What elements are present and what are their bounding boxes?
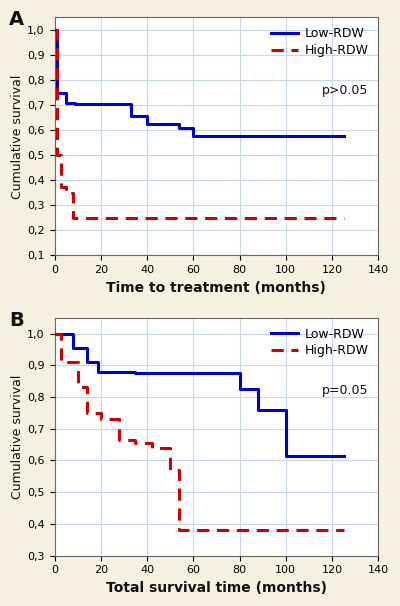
Text: p>0.05: p>0.05	[322, 84, 369, 97]
Legend: Low-RDW, High-RDW: Low-RDW, High-RDW	[267, 24, 372, 61]
Legend: Low-RDW, High-RDW: Low-RDW, High-RDW	[267, 324, 372, 361]
Y-axis label: Cumulative survival: Cumulative survival	[11, 375, 24, 499]
X-axis label: Total survival time (months): Total survival time (months)	[106, 581, 327, 595]
X-axis label: Time to treatment (months): Time to treatment (months)	[106, 281, 326, 295]
Y-axis label: Cumulative survival: Cumulative survival	[11, 75, 24, 199]
Text: B: B	[9, 310, 24, 330]
Text: p=0.05: p=0.05	[322, 384, 369, 398]
Text: A: A	[9, 10, 24, 29]
